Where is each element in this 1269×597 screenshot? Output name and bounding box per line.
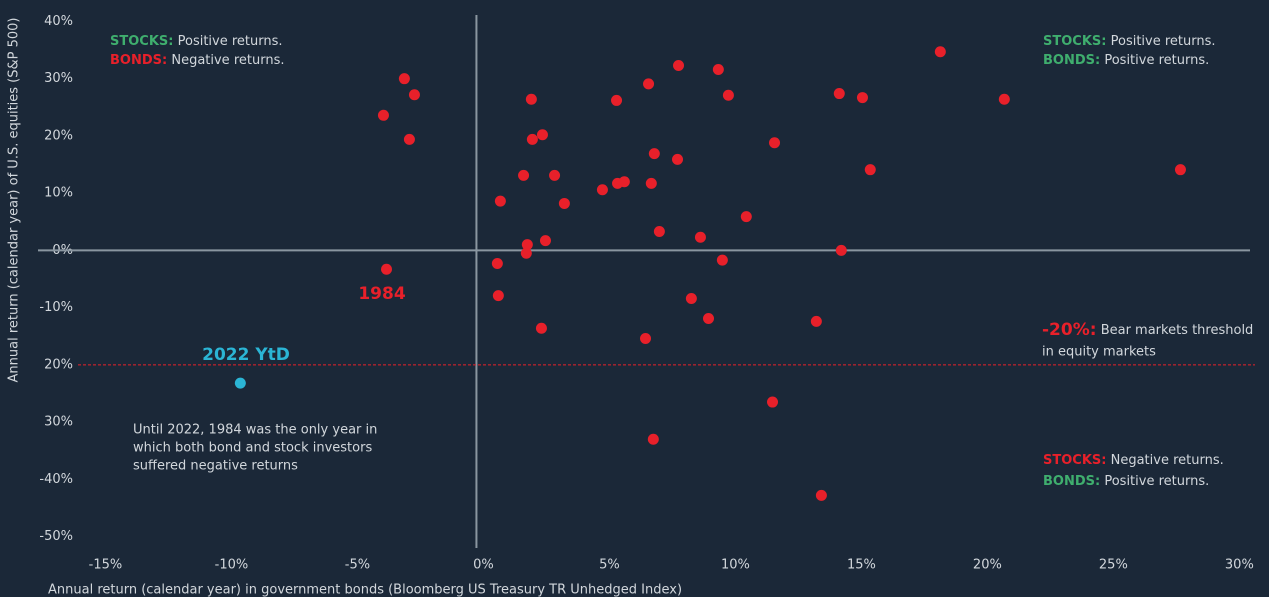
bonds-label: BONDS: bbox=[1043, 53, 1100, 68]
point bbox=[539, 235, 551, 247]
point bbox=[645, 177, 657, 189]
point bbox=[492, 290, 504, 302]
point bbox=[526, 133, 538, 145]
point bbox=[653, 225, 665, 237]
x-tick-label: 25% bbox=[1099, 558, 1128, 573]
point bbox=[521, 239, 533, 251]
quadrant-label: BONDS: Negative returns. bbox=[110, 53, 284, 68]
point bbox=[712, 64, 724, 76]
quadrant-label: STOCKS: Negative returns. bbox=[1043, 453, 1224, 468]
threshold-text: Bear markets threshold bbox=[1101, 323, 1254, 338]
point bbox=[648, 148, 660, 160]
stocks-text: Negative returns. bbox=[1111, 453, 1224, 468]
point bbox=[694, 231, 706, 243]
point bbox=[525, 93, 537, 105]
point bbox=[380, 263, 392, 275]
point bbox=[672, 153, 684, 165]
point bbox=[767, 396, 779, 408]
x-tick-label: -15% bbox=[89, 558, 123, 573]
x-tick-label: 5% bbox=[599, 558, 620, 573]
point bbox=[856, 92, 868, 104]
point bbox=[518, 169, 530, 181]
point bbox=[494, 195, 506, 207]
point bbox=[864, 164, 876, 176]
point bbox=[520, 247, 532, 259]
point bbox=[558, 197, 570, 209]
point bbox=[611, 94, 623, 106]
stocks-label: STOCKS: bbox=[110, 34, 173, 49]
note: Until 2022, 1984 was the only year in bbox=[133, 423, 377, 438]
y-tick-label: -40% bbox=[39, 472, 73, 487]
threshold-value: -20%: bbox=[1042, 320, 1097, 340]
bonds-text: Negative returns. bbox=[171, 53, 284, 68]
x-tick-label: -5% bbox=[345, 558, 370, 573]
x-tick-label: 0% bbox=[473, 558, 494, 573]
point bbox=[934, 46, 946, 58]
point bbox=[810, 315, 822, 327]
x-tick-label: 20% bbox=[973, 558, 1002, 573]
point bbox=[722, 89, 734, 101]
stocks-label: STOCKS: bbox=[1043, 453, 1106, 468]
x-tick-label: 30% bbox=[1225, 558, 1254, 573]
stocks-label: STOCKS: bbox=[1043, 34, 1106, 49]
y-tick-label: 10% bbox=[44, 186, 73, 201]
bonds-label: BONDS: bbox=[110, 53, 167, 68]
x-tick-label: 10% bbox=[721, 558, 750, 573]
point bbox=[685, 292, 697, 304]
note: suffered negative returns bbox=[133, 459, 298, 474]
y-axis-label: Annual return (calendar year) of U.S. eq… bbox=[7, 18, 22, 383]
point bbox=[640, 333, 652, 345]
point bbox=[1174, 164, 1186, 176]
x-axis-label: Annual return (calendar year) in governm… bbox=[48, 583, 682, 597]
quadrant-label: STOCKS: Positive returns. bbox=[110, 34, 283, 49]
point bbox=[398, 73, 410, 85]
bonds-text: Positive returns. bbox=[1104, 474, 1209, 489]
point bbox=[491, 258, 503, 270]
point bbox=[403, 133, 415, 145]
point bbox=[549, 169, 561, 181]
y-tick-label: 20% bbox=[44, 128, 73, 143]
point bbox=[596, 184, 608, 196]
y-tick-label: 30% bbox=[44, 415, 73, 430]
x-tick-label: 15% bbox=[847, 558, 876, 573]
y-tick-label: 40% bbox=[44, 14, 73, 29]
annotation-2022: 2022 YtD bbox=[202, 345, 290, 365]
point bbox=[833, 88, 845, 100]
point bbox=[835, 244, 847, 256]
point bbox=[377, 109, 389, 121]
point bbox=[535, 322, 547, 334]
point bbox=[618, 176, 630, 188]
y-tick-label: 20% bbox=[44, 357, 73, 372]
point bbox=[815, 489, 827, 501]
quadrant-label: BONDS: Positive returns. bbox=[1043, 53, 1209, 68]
point bbox=[740, 211, 752, 223]
point bbox=[716, 254, 728, 266]
point bbox=[647, 433, 659, 445]
point bbox=[643, 78, 655, 90]
bonds-text: Positive returns. bbox=[1104, 53, 1209, 68]
point bbox=[703, 312, 715, 324]
threshold-label: -20%: Bear markets threshold bbox=[1042, 320, 1253, 340]
stocks-text: Positive returns. bbox=[178, 34, 283, 49]
point bbox=[998, 93, 1010, 105]
stocks-text: Positive returns. bbox=[1111, 34, 1216, 49]
quadrant-label: STOCKS: Positive returns. bbox=[1043, 34, 1216, 49]
annotation-1984: 1984 bbox=[358, 284, 405, 304]
note: which both bond and stock investors bbox=[133, 441, 372, 456]
x-tick-label: -10% bbox=[215, 558, 249, 573]
point bbox=[408, 89, 420, 101]
point bbox=[234, 377, 246, 389]
point bbox=[769, 137, 781, 149]
point bbox=[536, 129, 548, 141]
threshold-text: in equity markets bbox=[1042, 345, 1156, 360]
quadrant-label: BONDS: Positive returns. bbox=[1043, 474, 1209, 489]
point bbox=[673, 60, 685, 72]
y-tick-label: -10% bbox=[39, 300, 73, 315]
bonds-label: BONDS: bbox=[1043, 474, 1100, 489]
y-tick-label: 30% bbox=[44, 71, 73, 86]
y-tick-label: -50% bbox=[39, 529, 73, 544]
